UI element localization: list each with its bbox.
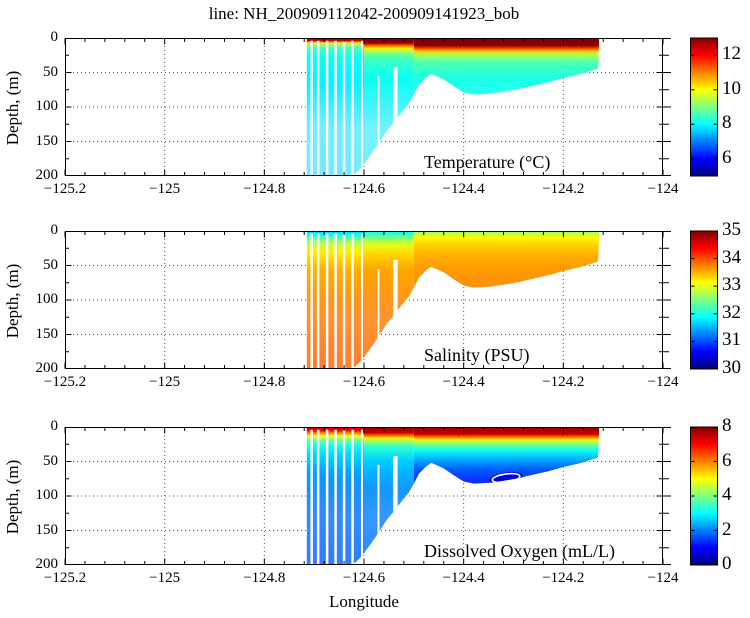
colorbar-tick-label: 6: [722, 146, 732, 168]
y-tick-label: 200: [35, 360, 59, 376]
figure-title: line: NH_200909112042-200909141923_bob: [208, 4, 520, 23]
x-tick-label: −125.2: [43, 374, 87, 390]
dissolved-oxygen-colorbar: [690, 426, 718, 566]
y-tick-label: 100: [35, 291, 59, 307]
dissolved-oxygen-section-plot: [64, 427, 671, 567]
y-tick-label: 100: [35, 487, 59, 503]
x-tick-label: −124.2: [542, 570, 585, 586]
y-tick-label: 50: [43, 256, 58, 273]
colorbar-tick-label: 10: [722, 77, 741, 99]
y-tick-label: 50: [43, 452, 58, 469]
x-tick-label: −125.2: [43, 181, 87, 197]
x-tick-label: −125: [149, 570, 181, 586]
x-tick-label: −124.2: [542, 181, 585, 197]
colorbar-tick-label: 31: [722, 329, 741, 351]
salinity-section-plot: [64, 231, 671, 371]
temperature-section-plot: [64, 38, 671, 178]
colorbar-tick-label: 35: [722, 219, 741, 240]
x-tick-label: −124.8: [243, 570, 286, 586]
x-tick-label: −124: [647, 181, 679, 197]
y-tick-label: 200: [35, 167, 59, 183]
salinity-colorbar: [690, 230, 718, 370]
x-tick-label: −124.4: [442, 374, 485, 390]
panel-caption-dissolved-oxygen: Dissolved Oxygen (mL/L): [424, 541, 615, 561]
x-tick-label: −124.2: [542, 374, 585, 390]
colorbar-tick-label: 4: [722, 484, 732, 505]
colorbar-tick-label: 32: [722, 301, 741, 323]
colorbar-tick-label: 6: [722, 449, 732, 471]
y-tick-label: 100: [35, 98, 59, 114]
x-tick-label: −125: [149, 374, 181, 390]
colorbar-tick-label: 8: [722, 112, 732, 134]
panel-caption-salinity: Salinity (PSU): [424, 345, 530, 365]
x-tick-label: −124.8: [243, 374, 286, 390]
y-tick-label: 0: [50, 29, 59, 45]
y-tick-label: 0: [50, 418, 59, 434]
x-tick-label: −125.2: [43, 570, 87, 586]
panel-caption-temperature: Temperature (°C): [424, 152, 551, 172]
y-tick-label: 200: [35, 556, 59, 572]
colorbar-tick-label: 2: [722, 518, 732, 540]
y-tick-label: 150: [35, 521, 59, 538]
temperature-colorbar: [690, 37, 718, 177]
y-tick-label: 150: [35, 132, 59, 149]
colorbar-tick-label: 34: [722, 246, 741, 268]
y-tick-label: 50: [43, 63, 58, 80]
colorbar-tick-label: 8: [722, 415, 732, 436]
x-tick-label: −124.6: [342, 570, 386, 586]
x-tick-label: −125: [149, 181, 181, 197]
x-tick-label: −124: [647, 374, 679, 390]
x-tick-label: −124.8: [243, 181, 286, 197]
y-tick-label: 150: [35, 325, 59, 342]
x-tick-label: −124.4: [442, 570, 485, 586]
x-tick-label: −124.6: [342, 374, 386, 390]
x-tick-label: −124.6: [342, 181, 386, 197]
x-tick-label: −124.4: [442, 181, 485, 197]
colorbar-tick-label: 0: [722, 553, 732, 574]
y-tick-label: 0: [50, 222, 59, 238]
x-axis-label: Longitude: [329, 592, 399, 611]
colorbar-tick-label: 12: [722, 43, 741, 65]
colorbar-tick-label: 33: [722, 274, 741, 296]
x-tick-label: −124: [647, 570, 679, 586]
colorbar-tick-label: 30: [722, 357, 741, 378]
